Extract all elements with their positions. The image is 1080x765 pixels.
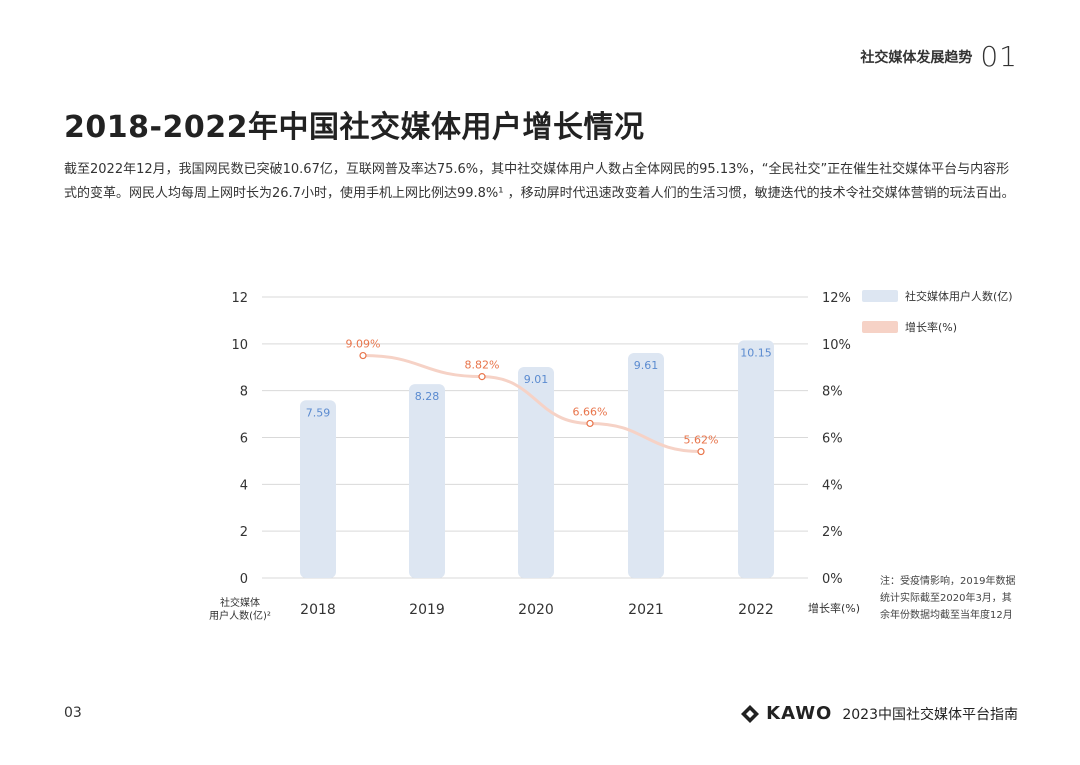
growth-point [478,373,486,381]
y-tick-label: 12 [231,291,248,306]
y2-tick-label: 0% [822,572,843,587]
x-tick-label: 2022 [738,602,774,618]
legend-label-line: 增长率(%) [905,320,957,334]
y-tick-label: 10 [231,338,248,353]
kawo-logo-icon [741,704,760,723]
y2-tick-label: 2% [822,525,843,540]
axes: 0 2 4 6 8 10 12 0% 2% 4% 6% 8% 10% 12% 2018 2019 2020 202… [209,291,860,622]
y-tick-label: 2 [240,525,248,540]
x-tick-label: 2019 [409,602,445,618]
bar-value-label: 7.59 [306,406,331,419]
legend: 社交媒体用户人数(亿) 增长率(%) [862,289,1013,334]
bar-value-label: 9.61 [634,359,659,372]
legend-swatch-bar [862,290,898,302]
growth-line [361,354,703,454]
growth-point [359,351,367,360]
y-tick-label: 0 [240,572,248,587]
x-axis-title: 社交媒体 [220,596,260,609]
section-header: 社交媒体发展趋势 01 [860,40,1018,73]
bar-value-label: 9.01 [524,373,549,386]
y2-tick-label: 12% [822,291,851,306]
y-tick-label: 6 [240,432,248,447]
y-tick-label: 8 [240,385,248,400]
brand-name: KAWO [766,703,833,724]
x-tick-label: 2020 [518,602,554,618]
y2-tick-label: 6% [822,432,843,447]
bar [738,340,774,578]
growth-point [697,447,705,456]
legend-label-bar: 社交媒体用户人数(亿) [905,289,1013,303]
bar [409,384,445,578]
growth-point [586,419,594,428]
bar-value-label: 10.15 [740,346,772,359]
y2-tick-label: 4% [822,478,843,493]
y-tick-label: 4 [240,478,248,493]
intro-paragraph: 截至2022年12月，我国网民数已突破10.67亿，互联网普及率达75.6%，其… [64,162,1015,201]
growth-value-label: 8.82% [465,359,500,372]
x-tick-label: 2018 [300,602,336,618]
footer-brand: KAWO 2023中国社交媒体平台指南 [740,703,1018,724]
growth-value-label: 9.09% [346,338,381,351]
y2-axis-title: 增长率(%) [808,601,860,615]
x-axis-title: 用户人数(亿)² [209,609,271,622]
growth-value-label: 6.66% [573,405,608,418]
bar-series: 7.59 8.28 9.01 9.61 10.15 [300,340,774,578]
y2-tick-label: 10% [822,338,851,353]
x-tick-label: 2021 [628,602,664,618]
page-number: 03 [64,705,82,721]
page-title: 2018-2022年中国社交媒体用户增长情况 [64,110,645,145]
bar [300,400,336,578]
section-number: 01 [980,40,1018,73]
bar [518,367,554,578]
bar-value-label: 8.28 [415,390,440,403]
y2-tick-label: 8% [822,385,843,400]
section-title: 社交媒体发展趋势 [860,49,973,66]
line-series: 9.09% 8.82% 6.66% 5.62% [346,338,719,456]
legend-swatch-line [862,321,898,333]
guide-title: 2023中国社交媒体平台指南 [842,706,1018,723]
growth-value-label: 5.62% [684,434,719,447]
footnote: 注：受疫情影响，2019年数据统计实际截至2020年3月，其余年份数据均截至当年… [880,576,1016,621]
bar [628,352,664,578]
